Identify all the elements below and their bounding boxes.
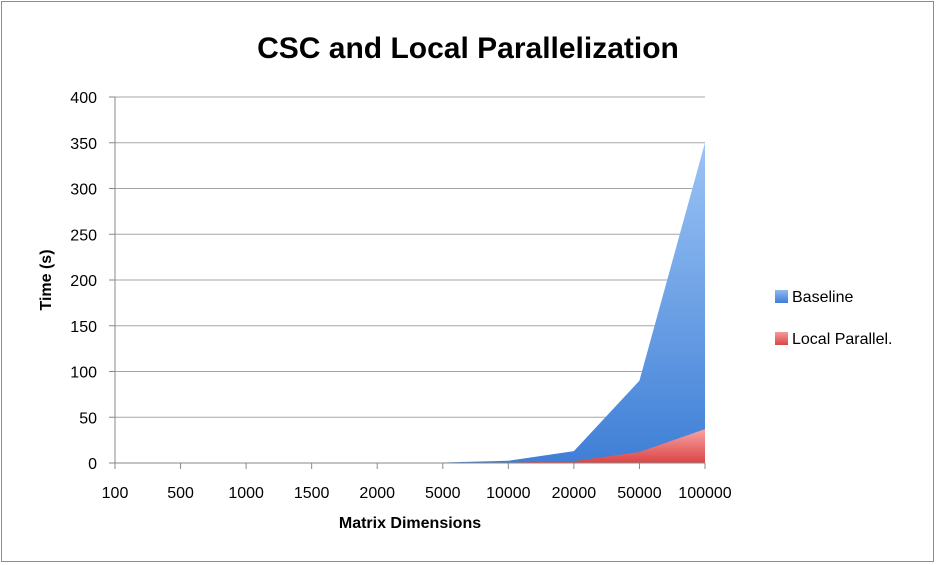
area-series-local-parallel <box>115 429 705 463</box>
x-axis-title: Matrix Dimensions <box>339 515 481 532</box>
x-tick-label: 500 <box>167 485 194 502</box>
y-tick-label: 50 <box>79 410 97 427</box>
y-axis-ticks: 0 50 100 150 200 250 300 350 400 <box>70 90 115 473</box>
series-areas <box>115 142 705 463</box>
area-series-baseline <box>115 142 705 463</box>
legend: Baseline Local Parallel. <box>775 289 893 348</box>
x-tick-label: 100000 <box>678 485 731 502</box>
y-tick-label: 250 <box>70 227 97 244</box>
x-tick-label: 1500 <box>294 485 330 502</box>
y-axis-title: Time (s) <box>38 249 55 310</box>
legend-label: Baseline <box>792 289 853 306</box>
legend-swatch <box>775 332 788 345</box>
x-tick-label: 2000 <box>359 485 395 502</box>
legend-label: Local Parallel. <box>792 331 893 348</box>
x-axis-ticks: 100 500 1000 1500 2000 5000 10000 20000 50000 100… <box>102 463 732 502</box>
chart-title: CSC and Local Parallelization <box>257 32 679 65</box>
x-tick-label: 5000 <box>425 485 461 502</box>
y-tick-label: 0 <box>88 456 97 473</box>
x-tick-label: 1000 <box>228 485 264 502</box>
y-tick-label: 350 <box>70 136 97 153</box>
y-tick-label: 200 <box>70 273 97 290</box>
y-tick-label: 150 <box>70 319 97 336</box>
y-tick-label: 300 <box>70 182 97 199</box>
x-tick-label: 10000 <box>486 485 531 502</box>
legend-swatch <box>775 290 788 303</box>
x-tick-label: 20000 <box>552 485 597 502</box>
x-tick-label: 100 <box>102 485 129 502</box>
y-tick-label: 400 <box>70 90 97 107</box>
y-tick-label: 100 <box>70 365 97 382</box>
gridlines <box>115 96 705 418</box>
x-tick-label: 50000 <box>617 485 662 502</box>
